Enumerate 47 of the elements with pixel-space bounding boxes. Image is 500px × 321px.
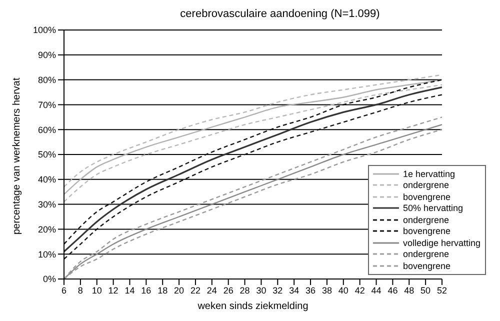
legend-label: ondergrene [403, 180, 450, 190]
x-tick-label: 44 [371, 285, 382, 296]
x-tick-label: 18 [158, 285, 168, 296]
y-tick-label: 100% [32, 25, 56, 36]
x-tick-label: 24 [206, 285, 217, 296]
y-tick-label: 70% [38, 100, 56, 110]
y-axis-title: percentage van werknemers hervat [12, 78, 23, 234]
x-tick-label: 40 [338, 285, 348, 296]
y-tick-label: 80% [38, 74, 56, 85]
y-tick-label: 50% [38, 150, 56, 160]
legend-label: volledige hervatting [403, 238, 481, 248]
legend-label: bovengrene [403, 260, 451, 271]
x-tick-label: 36 [306, 285, 316, 296]
x-tick-label: 8 [78, 285, 83, 296]
x-tick-label: 12 [108, 285, 118, 296]
legend-label: 50% hervatting [403, 203, 464, 214]
x-tick-label: 52 [436, 285, 448, 296]
x-tick-label: 32 [272, 285, 283, 296]
x-tick-label: 10 [92, 285, 102, 296]
y-tick-label: 10% [38, 249, 56, 260]
x-tick-label: 48 [404, 285, 414, 296]
x-tick-label: 50 [420, 285, 431, 296]
y-tick-label: 90% [38, 50, 56, 60]
y-tick-label: 60% [38, 124, 56, 135]
x-tick-label: 30 [256, 285, 266, 296]
y-tick-label: 0% [42, 274, 56, 284]
y-tick-label: 30% [38, 199, 56, 210]
x-tick-label: 20 [174, 285, 184, 296]
legend-label: ondergrene [403, 249, 450, 260]
x-tick-label: 46 [388, 285, 398, 296]
x-tick-label: 28 [240, 285, 250, 296]
x-tick-label: 34 [289, 285, 300, 296]
chart-title: cerebrovasculaire aandoening (N=1.099) [179, 8, 381, 22]
x-tick-label: 42 [354, 285, 365, 296]
x-tick-label: 26 [223, 285, 234, 296]
x-axis-title: weken sinds ziekmelding [196, 301, 308, 312]
legend-label: bovengrene [403, 226, 451, 236]
y-tick-label: 40% [38, 174, 56, 185]
x-tick-label: 16 [141, 285, 152, 296]
x-tick-label: 38 [322, 285, 332, 296]
legend-label: bovengrene [403, 192, 451, 202]
legend-label: ondergrene [403, 214, 450, 225]
x-tick-label: 6 [61, 285, 67, 296]
legend-label: 1e hervatting [403, 168, 456, 179]
x-tick-label: 14 [124, 285, 135, 296]
y-tick-label: 20% [38, 224, 56, 234]
x-tick-label: 22 [190, 285, 200, 296]
